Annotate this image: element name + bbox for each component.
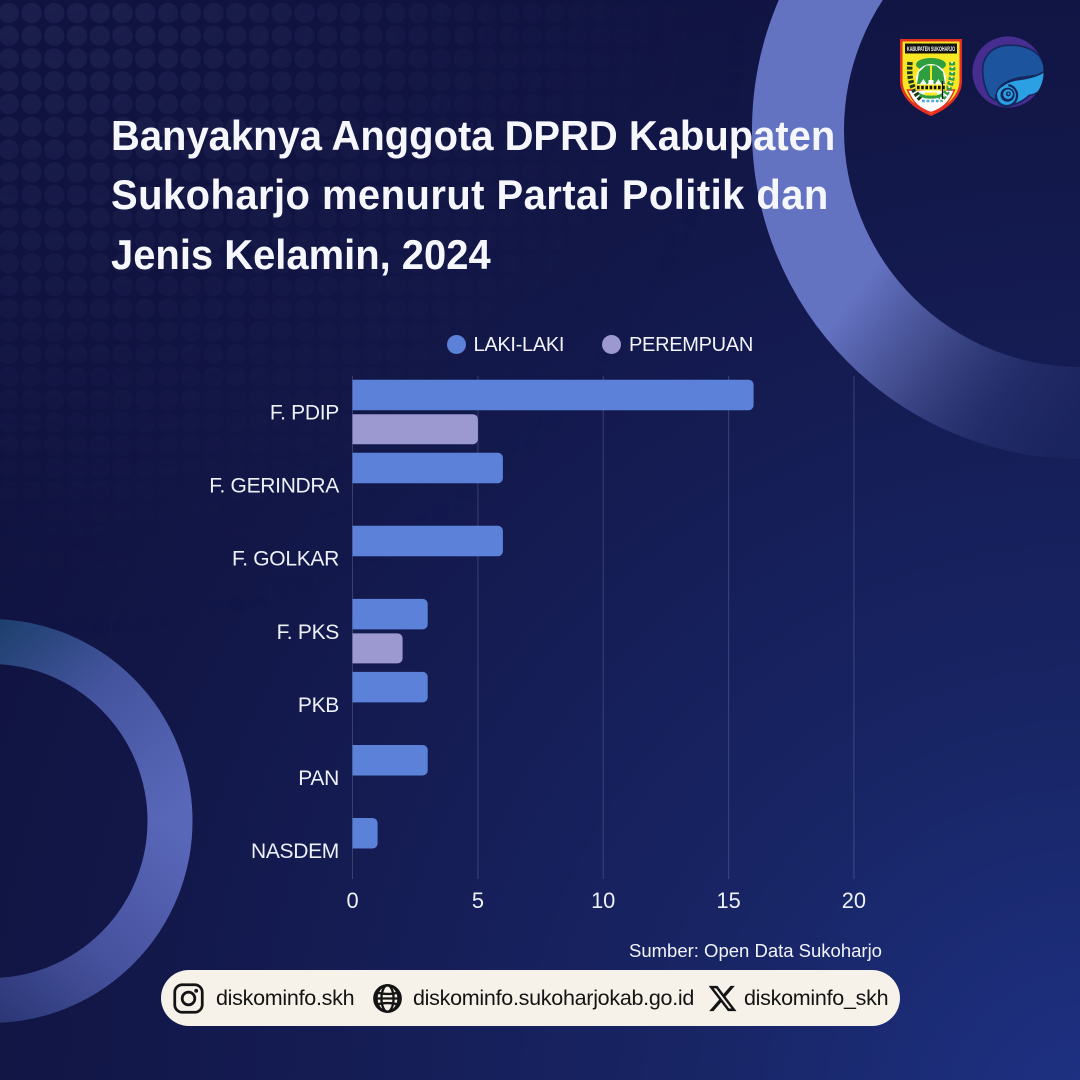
svg-text:15: 15 xyxy=(716,888,740,913)
svg-text:10: 10 xyxy=(591,888,615,913)
svg-text:0: 0 xyxy=(346,888,358,913)
svg-text:KABUPATEN SUKOHARJO: KABUPATEN SUKOHARJO xyxy=(907,46,955,53)
svg-text:PAN: PAN xyxy=(298,767,339,790)
svg-text:F. GOLKAR: F. GOLKAR xyxy=(232,548,339,571)
svg-text:20: 20 xyxy=(842,888,866,913)
svg-text:F. PKS: F. PKS xyxy=(277,621,340,644)
svg-text:5: 5 xyxy=(472,888,484,913)
svg-text:PKB: PKB xyxy=(298,694,339,717)
svg-text:F. PDIP: F. PDIP xyxy=(270,402,339,425)
svg-text:F. GERINDRA: F. GERINDRA xyxy=(209,475,339,498)
svg-text:NASDEM: NASDEM xyxy=(251,840,339,863)
